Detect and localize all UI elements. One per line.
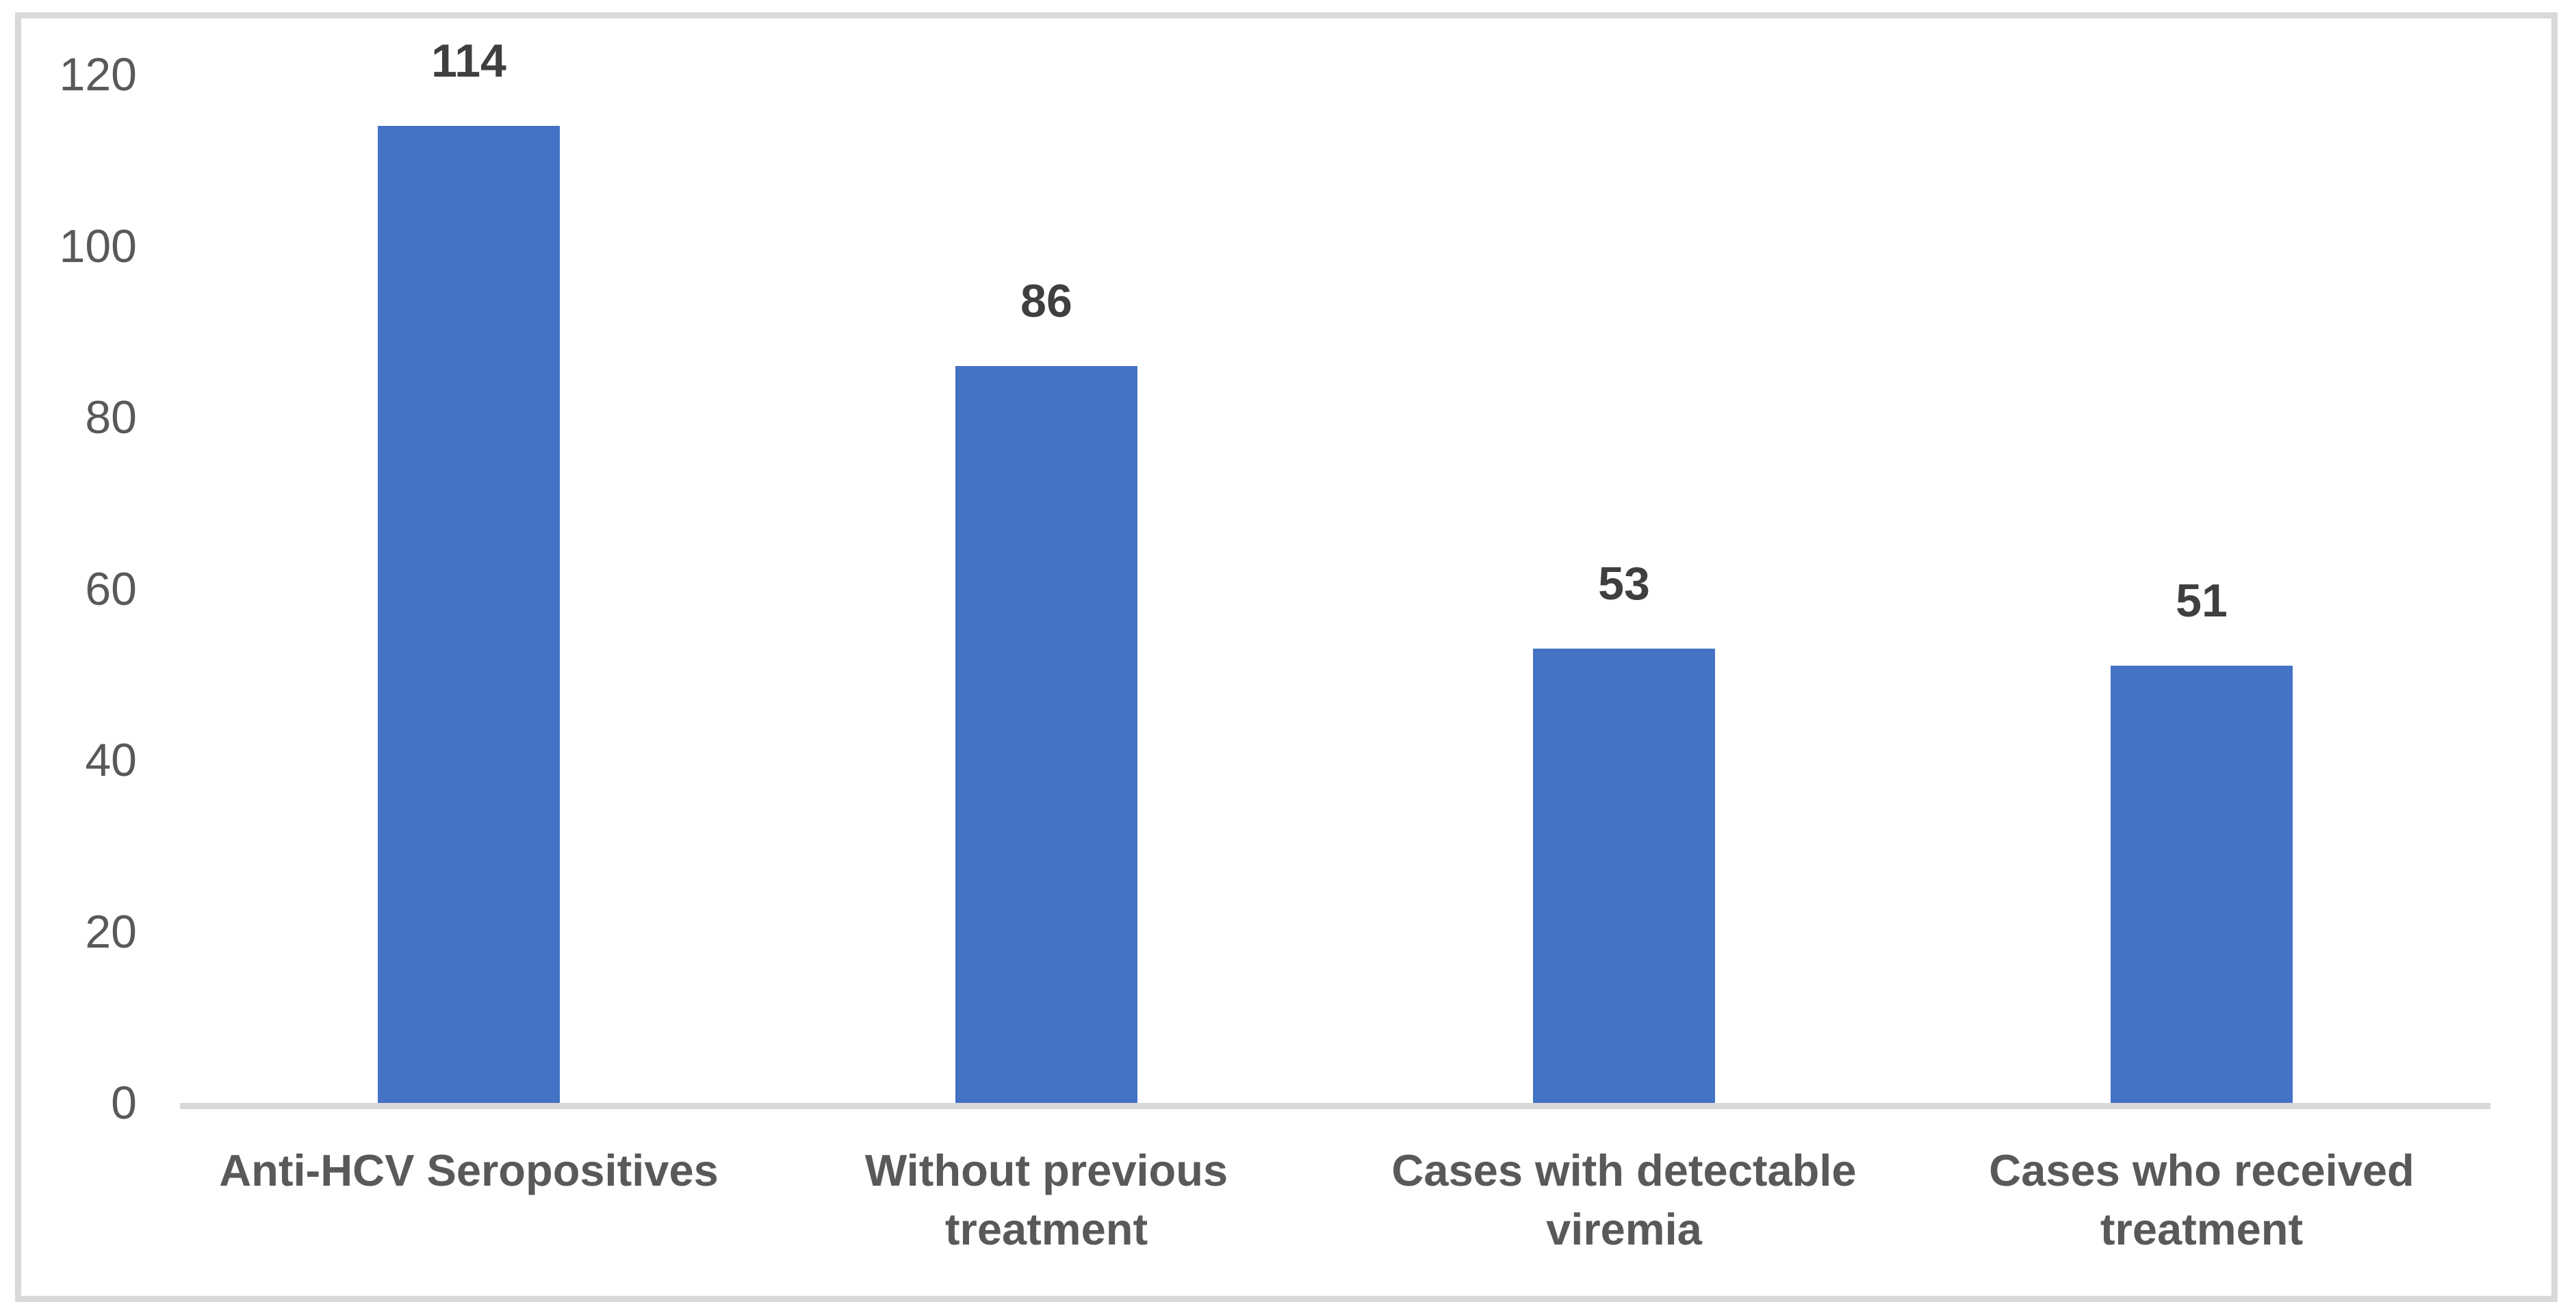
x-axis-line	[180, 1103, 2490, 1109]
bar-value-label: 86	[1020, 274, 1072, 327]
y-tick-label: 0	[111, 1077, 137, 1129]
y-tick-label: 20	[85, 905, 137, 958]
category-label: Without previous treatment	[864, 1145, 1228, 1254]
y-tick-label: 40	[85, 734, 137, 786]
bar-value-label: 53	[1598, 558, 1650, 610]
bar-value-label: 114	[431, 35, 506, 88]
bar	[2111, 666, 2293, 1103]
y-tick-label: 60	[85, 562, 137, 615]
bar	[1533, 649, 1715, 1103]
y-tick-label: 80	[85, 391, 137, 443]
y-tick-label: 120	[59, 49, 137, 101]
category-label: Cases who received treatment	[1989, 1145, 2414, 1254]
y-tick-label: 100	[59, 220, 137, 272]
bar	[955, 365, 1137, 1103]
bar	[378, 126, 560, 1103]
category-label: Cases with detectable viremia	[1391, 1145, 1857, 1254]
category-label: Anti-HCV Seropositives	[219, 1145, 719, 1195]
bar-value-label: 51	[2176, 575, 2228, 627]
